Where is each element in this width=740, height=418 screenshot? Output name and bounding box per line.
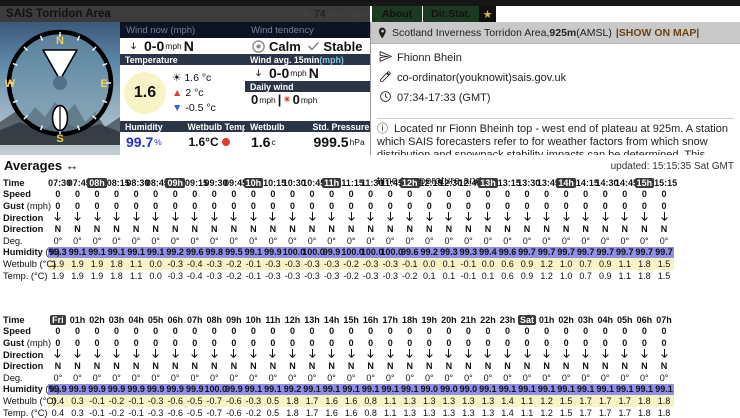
svg-text:N: N xyxy=(56,35,64,47)
svg-text:E: E xyxy=(100,78,107,90)
svg-text:W: W xyxy=(5,78,16,90)
svg-text:S: S xyxy=(56,133,63,145)
